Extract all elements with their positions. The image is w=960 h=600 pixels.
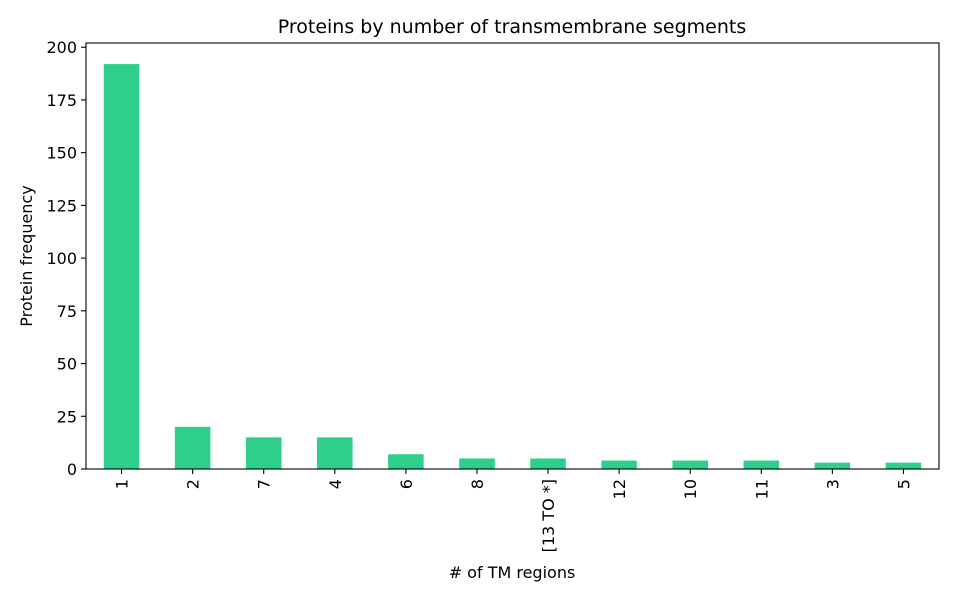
x-tick-label: 12 xyxy=(610,479,629,499)
y-tick-label: 100 xyxy=(46,249,77,268)
y-tick-label: 175 xyxy=(46,91,77,110)
x-tick-label: 7 xyxy=(255,479,274,489)
plot-frame xyxy=(85,42,940,470)
x-tick-label: 10 xyxy=(681,479,700,499)
bar-[13 TO *] xyxy=(530,458,566,469)
bar-12 xyxy=(601,460,637,469)
x-tick-label: 1 xyxy=(113,479,132,489)
x-tick-label: [13 TO *] xyxy=(539,479,558,552)
bar-3 xyxy=(814,462,851,469)
bar-6 xyxy=(388,454,424,469)
x-tick-label: 6 xyxy=(397,479,416,489)
chart-title: Proteins by number of transmembrane segm… xyxy=(278,16,747,38)
x-tick-label: 11 xyxy=(752,479,771,499)
y-tick-label: 0 xyxy=(67,460,77,479)
y-tick-label: 125 xyxy=(46,196,77,215)
x-axis-label: # of TM regions xyxy=(449,563,576,582)
x-tick-label: 2 xyxy=(184,479,203,489)
y-tick-label: 75 xyxy=(57,302,77,321)
bar-1 xyxy=(103,64,140,469)
x-axis: 1 2 7 4 6 8 [13 TO *] 12 10 11 3 5 xyxy=(113,469,913,552)
x-tick-label: 3 xyxy=(823,479,842,489)
bar-4 xyxy=(317,437,353,469)
y-axis-label: Protein frequency xyxy=(17,185,36,326)
bar-5 xyxy=(885,462,922,469)
y-tick-label: 50 xyxy=(57,355,77,374)
bars-group xyxy=(103,64,922,469)
bar-10 xyxy=(672,460,708,469)
y-tick-label: 150 xyxy=(46,144,77,163)
bar-7 xyxy=(245,437,282,469)
bar-11 xyxy=(743,460,780,469)
bar-2 xyxy=(174,426,211,469)
y-tick-label: 200 xyxy=(46,38,77,57)
y-tick-label: 25 xyxy=(57,407,77,426)
x-tick-label: 8 xyxy=(468,479,487,489)
x-tick-label: 4 xyxy=(326,479,345,489)
bar-8 xyxy=(459,458,495,469)
x-tick-label: 5 xyxy=(894,479,913,489)
y-axis: 0 25 50 75 100 125 150 175 200 xyxy=(46,38,86,479)
